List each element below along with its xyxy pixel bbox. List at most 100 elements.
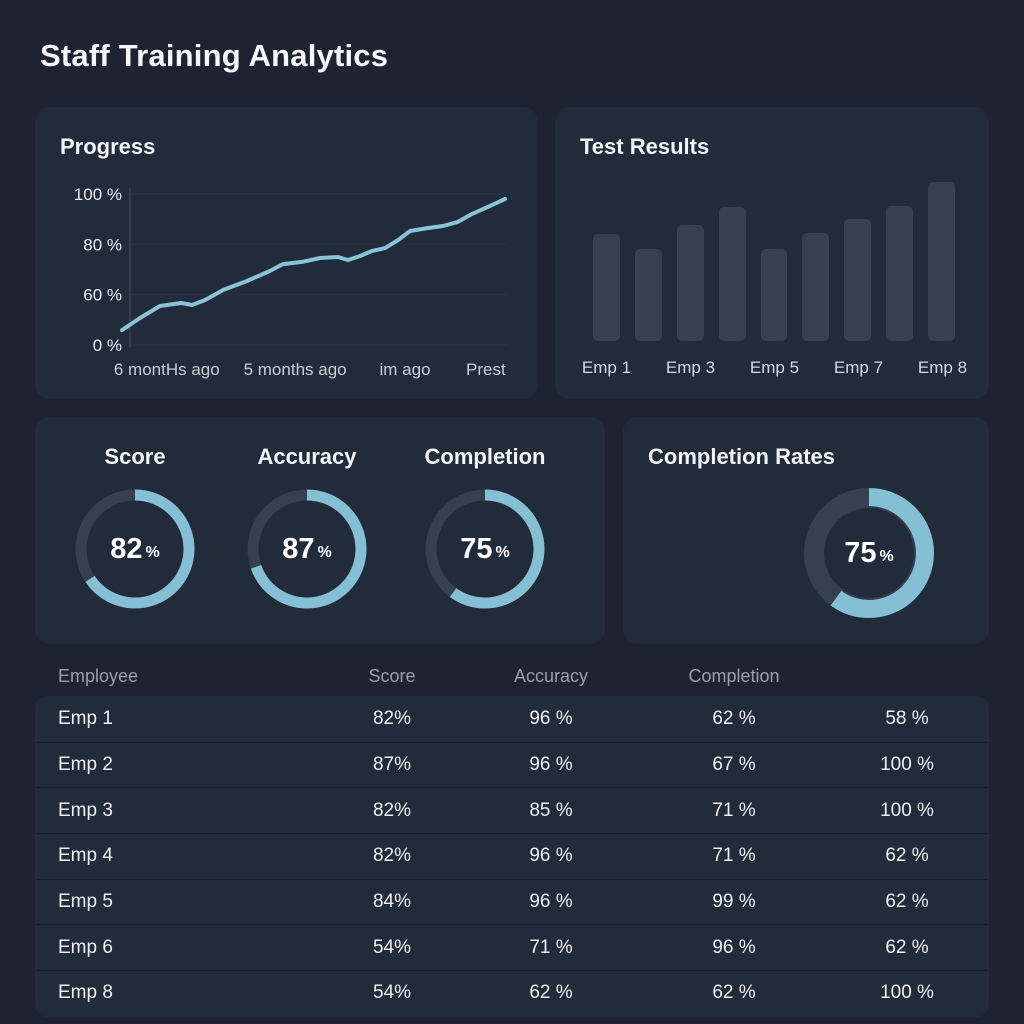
- bar-emp-9: [928, 182, 956, 341]
- x-tick-label: im ago: [380, 360, 431, 379]
- x-tick-label: Prest: [466, 360, 506, 379]
- bar-emp-7: [844, 219, 872, 341]
- table-cell: 100 %: [880, 982, 934, 1004]
- table-header-row: Employee Score Accuracy Completion: [36, 656, 988, 696]
- table-cell: 62 %: [529, 982, 573, 1004]
- table-cell: 71 %: [712, 799, 756, 821]
- employee-name: Emp 1: [58, 708, 113, 730]
- table-cell: 96 %: [529, 891, 573, 913]
- gauge-label: Score: [104, 444, 166, 469]
- table-cell: 96 %: [712, 936, 756, 958]
- test-results-card: Test Results Emp 1 Emp 3 Emp 5 Emp 7 Emp 8: [556, 108, 988, 398]
- metric-gauges-card: Score 82% Accuracy 87% Completion 75%: [36, 418, 604, 643]
- gauge-ring: 75%: [423, 487, 547, 611]
- table-cell: 96 %: [529, 754, 573, 776]
- x-tick-label: 5 months ago: [244, 360, 347, 379]
- bar-x-label: Emp 3: [665, 358, 716, 377]
- gauge-ring: 87%: [245, 487, 369, 611]
- completion-rates-title: Completion Rates: [648, 444, 836, 469]
- employee-table: Emp 1 82% 96 % 62 % 58 % Emp 2 87% 96 % 67 % 100 …: [36, 697, 988, 1016]
- column-header-accuracy: Accuracy: [513, 665, 589, 686]
- table-cell: 84%: [372, 891, 412, 913]
- gauge-label: Completion: [424, 444, 546, 469]
- completion-rates-donut: 75%: [799, 483, 939, 623]
- progress-card: Progress 100 % 80 % 60 % 0 % 6 montHs ago 5 m…: [36, 108, 537, 398]
- table-cell: 62 %: [885, 845, 929, 867]
- table-cell: 67 %: [712, 754, 756, 776]
- column-header-score: Score: [368, 665, 416, 686]
- table-cell: 82%: [372, 708, 412, 730]
- gauge-ring: 82%: [73, 487, 197, 611]
- table-row: Emp 3 82% 85 % 71 % 100 %: [36, 787, 988, 833]
- table-cell: 100 %: [880, 799, 934, 821]
- table-row: Emp 6 54% 71 % 96 % 62 %: [36, 924, 988, 970]
- bar-emp-2: [634, 249, 662, 341]
- table-cell: 71 %: [529, 936, 573, 958]
- gauge-arc: [75, 489, 195, 609]
- y-tick-label: 100 %: [74, 185, 122, 204]
- page-title: Staff Training Analytics: [40, 38, 389, 73]
- bar-emp-5: [760, 249, 788, 341]
- employee-name: Emp 3: [58, 799, 113, 821]
- y-tick-label: 80 %: [83, 235, 122, 254]
- bar-x-label: Emp 1: [581, 358, 632, 377]
- y-tick-label: 0 %: [93, 336, 122, 355]
- employee-name: Emp 5: [58, 891, 113, 913]
- table-cell: 62 %: [712, 708, 756, 730]
- table-cell: 62 %: [712, 982, 756, 1004]
- table-cell: 82%: [372, 799, 412, 821]
- gauge-value: 75%: [460, 532, 510, 565]
- bar-x-label: Emp 5: [749, 358, 800, 377]
- progress-line-chart: 100 % 80 % 60 % 0 % 6 montHs ago 5 months ago…: [74, 185, 507, 379]
- progress-title: Progress: [60, 134, 156, 159]
- table-cell: 100 %: [880, 754, 934, 776]
- gauge-completion: Completion 75%: [400, 444, 570, 611]
- gauge-value: 82%: [110, 532, 160, 565]
- table-row: Emp 2 87% 96 % 67 % 100 %: [36, 741, 988, 788]
- gauge-arc: [425, 489, 545, 609]
- column-header-completion: Completion: [688, 665, 780, 686]
- y-tick-label: 60 %: [83, 286, 122, 305]
- table-cell: 99 %: [712, 891, 756, 913]
- test-results-bar-chart: [593, 182, 956, 341]
- bar-emp-8: [886, 206, 914, 341]
- table-cell: 71 %: [712, 845, 756, 867]
- table-cell: 62 %: [885, 891, 929, 913]
- test-results-title: Test Results: [580, 134, 710, 159]
- gauge-value: 75%: [844, 536, 894, 569]
- table-cell: 96 %: [529, 845, 573, 867]
- progress-line: [120, 197, 507, 333]
- bar-emp-1: [593, 234, 620, 341]
- column-header-employee: Employee: [58, 665, 139, 686]
- gauge-score: Score 82%: [50, 444, 220, 611]
- table-row: Emp 4 82% 96 % 71 % 62 %: [36, 833, 988, 879]
- completion-rates-card: Completion Rates 75%: [624, 418, 988, 643]
- gauge-label: Accuracy: [257, 444, 357, 469]
- table-cell: 54%: [372, 936, 412, 958]
- table-cell: 96 %: [529, 708, 573, 730]
- gauge-arc: [804, 488, 934, 618]
- table-row: Emp 5 84% 96 % 99 % 62 %: [36, 878, 988, 925]
- bar-emp-4: [718, 207, 746, 341]
- bar-x-label: Emp 8: [917, 358, 968, 377]
- gauge-arc: [247, 489, 367, 609]
- table-cell: 58 %: [885, 708, 929, 730]
- bar-emp-3: [676, 225, 704, 341]
- employee-name: Emp 6: [58, 936, 113, 958]
- table-cell: 62 %: [885, 936, 929, 958]
- bar-emp-6: [802, 233, 830, 341]
- employee-name: Emp 8: [58, 982, 113, 1004]
- employee-name: Emp 4: [58, 845, 113, 867]
- table-cell: 54%: [372, 982, 412, 1004]
- x-tick-label: 6 montHs ago: [114, 360, 220, 379]
- table-cell: 82%: [372, 845, 412, 867]
- test-results-x-labels: Emp 1 Emp 3 Emp 5 Emp 7 Emp 8: [582, 358, 967, 382]
- gauge-accuracy: Accuracy 87%: [222, 444, 392, 611]
- table-row: Emp 1 82% 96 % 62 % 58 %: [36, 697, 988, 742]
- table-row: Emp 8 54% 62 % 62 % 100 %: [36, 970, 988, 1016]
- table-cell: 87%: [372, 754, 412, 776]
- table-cell: 85 %: [529, 799, 573, 821]
- gauge-value: 87%: [282, 532, 332, 565]
- employee-name: Emp 2: [58, 754, 113, 776]
- bar-x-label: Emp 7: [833, 358, 884, 377]
